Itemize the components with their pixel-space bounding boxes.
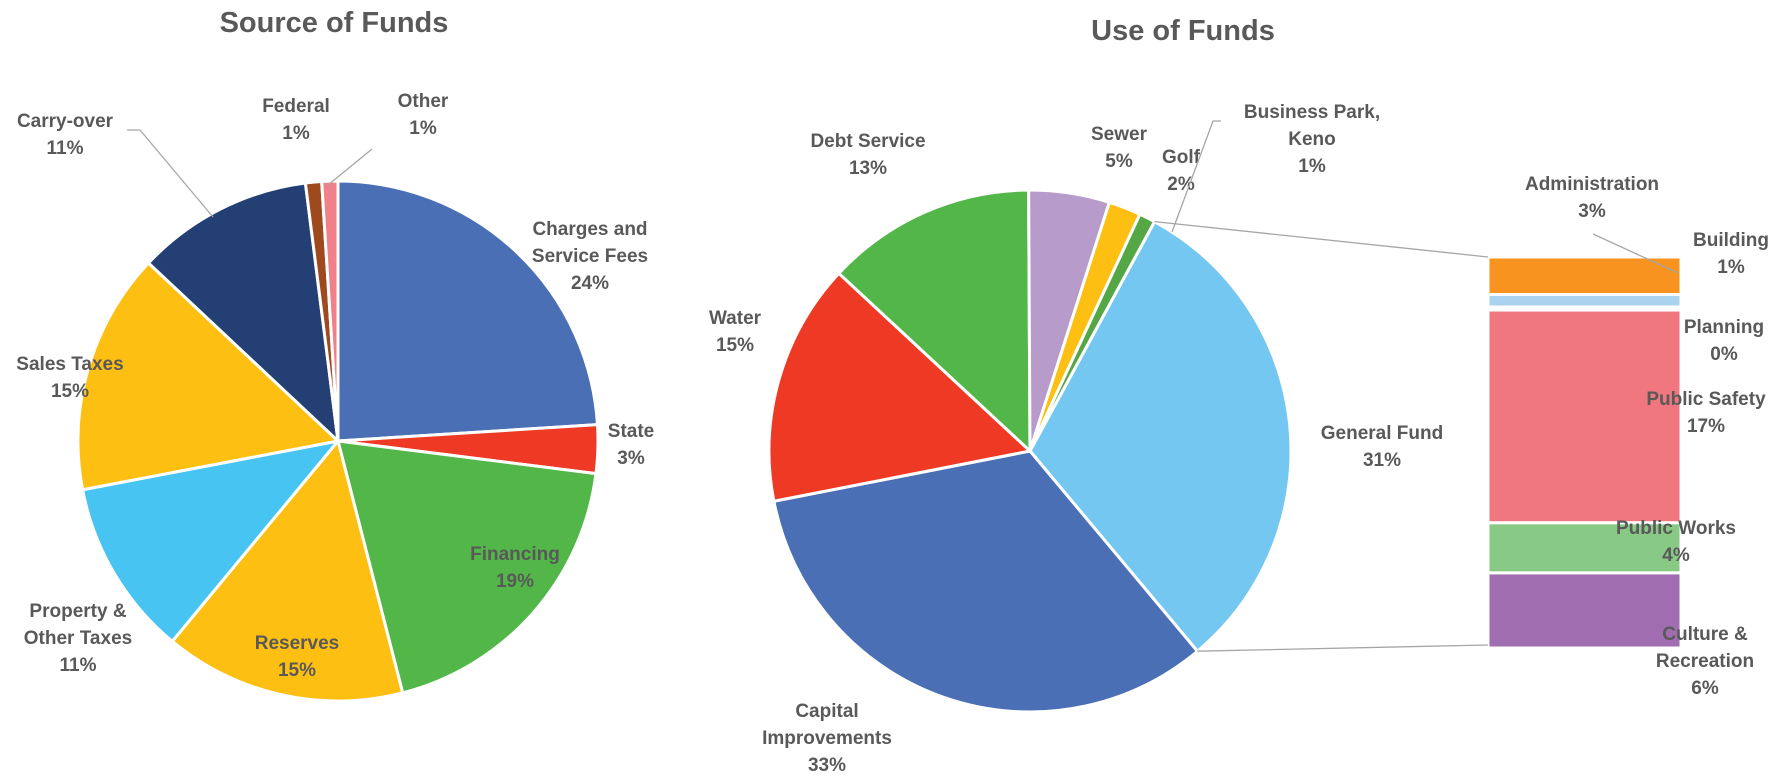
building-leader-line [1592,233,1679,274]
label-golf: Golf 2% [1162,147,1201,195]
label-capital-improvements: Capital Improvements 33% [762,701,892,776]
label-property-other-taxes: Property & Other Taxes 11% [24,601,132,676]
label-planning: Planning 0% [1684,317,1764,365]
pie-slice-general-fund [1028,220,1293,653]
pie-slice-charges-and-service-fees [336,179,599,443]
label-general-fund: General Fund 31% [1321,423,1443,471]
label-public-works: Public Works 4% [1616,518,1736,566]
pie-slice-debt-service [837,188,1032,453]
label-sewer: Sewer 5% [1091,124,1148,172]
pie-slice-other [320,179,340,443]
label-water: Water 15% [709,308,762,356]
business-park-leader-line [1171,120,1221,233]
breakdown-bar-public-works [1486,521,1683,575]
label-sales-taxes: Sales Taxes 15% [16,354,123,402]
label-debt-service: Debt Service 13% [810,131,925,179]
pie-slice-sales-taxes [76,261,340,492]
label-charges-and-service-fees: Charges and Service Fees 24% [532,219,648,294]
label-carry-over: Carry-over 11% [17,111,114,159]
label-federal: Federal 1% [262,96,330,144]
pie-slice-water [767,271,1032,503]
label-reserves: Reserves 15% [255,633,340,681]
breakdown-bar-administration [1486,255,1683,297]
other-leader-line [327,148,373,186]
label-culture-recreation: Culture & Recreation 6% [1656,624,1754,699]
use-of-funds-title: Use of Funds [1091,15,1275,47]
label-administration: Administration 3% [1525,174,1659,222]
pie-slice-financing [336,439,598,695]
label-business-park-keno: Business Park, Keno 1% [1244,102,1380,177]
breakdown-bar-culture-recreation [1486,571,1683,650]
breakdown-connector-bottom [1197,644,1489,652]
pie-slice-property-other-taxes [81,439,340,643]
label-state: State 3% [608,421,654,469]
pie-slice-carry-over [146,181,340,443]
carry-over-leader-line [127,129,214,218]
source-of-funds-title: Source of Funds [220,7,449,39]
label-financing: Financing 19% [470,544,560,592]
breakdown-bar-building [1486,293,1683,309]
pie-slice-reserves [170,439,405,703]
label-other: Other 1% [398,91,449,139]
label-building: Building 1% [1693,230,1769,278]
breakdown-connector-top [1154,220,1489,258]
breakdown-bar-public-safety [1486,308,1683,525]
label-public-safety: Public Safety 17% [1646,389,1766,437]
pie-slice-capital-improvements [772,449,1199,714]
